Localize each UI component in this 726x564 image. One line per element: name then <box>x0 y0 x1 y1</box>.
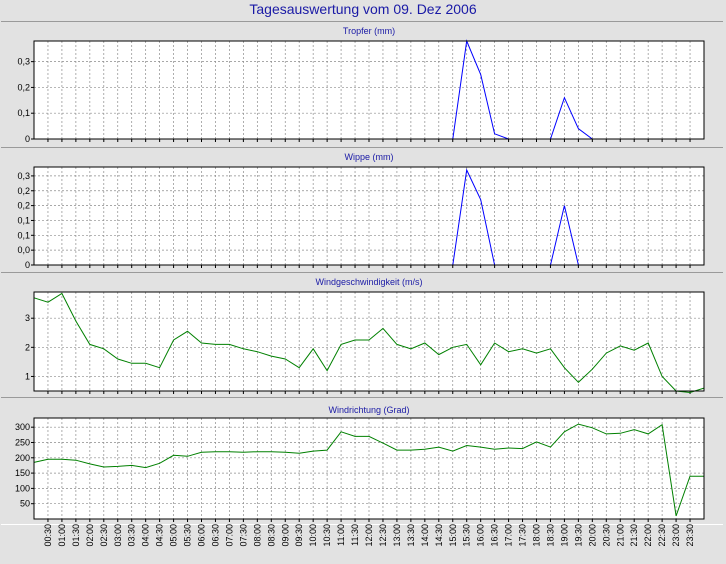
plot-border-tropfer <box>33 40 705 140</box>
panel-title-tropfer: Tropfer (mm) <box>343 26 395 36</box>
y-tick-label-wind-direction: 100 <box>15 483 30 493</box>
plot-border-wind-direction <box>33 417 705 520</box>
x-tick-label: 03:00 <box>113 524 123 547</box>
y-tick-label-wind-direction: 50 <box>20 499 30 509</box>
x-tick-label: 13:00 <box>392 524 402 547</box>
x-tick-label: 23:30 <box>685 524 695 547</box>
x-tick-label: 08:30 <box>266 524 276 547</box>
y-tick-label-wippe: 0,2 <box>17 201 30 211</box>
x-tick-label: 16:00 <box>476 524 486 547</box>
y-tick-label-wippe: 0,2 <box>17 186 30 196</box>
y-tick-label-wippe: 0 <box>25 260 30 270</box>
plot-border-wind-speed <box>33 291 705 392</box>
plot-border-wippe <box>33 166 705 266</box>
x-tick-label: 00:30 <box>43 524 53 547</box>
y-tick-label-wippe: 0,1 <box>17 230 30 240</box>
x-tick-label: 23:00 <box>671 524 681 547</box>
x-tick-label: 04:30 <box>155 524 165 547</box>
y-tick-label-wippe: 0,3 <box>17 171 30 181</box>
y-tick-label-wind-direction: 150 <box>15 468 30 478</box>
x-tick-label: 14:30 <box>434 524 444 547</box>
x-tick-label: 10:30 <box>322 524 332 547</box>
x-tick-label: 19:30 <box>573 524 583 547</box>
x-tick-label: 11:30 <box>350 524 360 546</box>
y-tick-label-wind-direction: 200 <box>15 453 30 463</box>
x-tick-label: 09:00 <box>280 524 290 547</box>
x-tick-label: 16:30 <box>490 524 500 547</box>
x-tick-label: 19:00 <box>559 524 569 547</box>
x-tick-label: 21:00 <box>615 524 625 547</box>
x-tick-label: 22:00 <box>643 524 653 547</box>
x-tick-label: 17:00 <box>504 524 514 547</box>
x-tick-label: 02:00 <box>85 524 95 547</box>
x-tick-label: 12:00 <box>364 524 374 547</box>
x-tick-label: 09:30 <box>294 524 304 547</box>
x-tick-label: 04:00 <box>141 524 151 547</box>
x-tick-label: 01:00 <box>57 524 67 547</box>
x-tick-label: 06:30 <box>211 524 221 547</box>
x-tick-label: 08:00 <box>252 524 262 547</box>
x-tick-label: 07:30 <box>238 524 248 547</box>
y-tick-label-tropfer: 0,1 <box>17 108 30 118</box>
panel-title-wind-direction: Windrichtung (Grad) <box>328 405 409 415</box>
series-line-wind-direction <box>33 423 704 517</box>
x-tick-label: 06:00 <box>197 524 207 547</box>
y-tick-label-tropfer: 0 <box>25 134 30 144</box>
x-tick-label: 02:30 <box>99 524 109 547</box>
x-tick-label: 11:00 <box>336 524 346 546</box>
y-tick-label-wind-direction: 250 <box>15 437 30 447</box>
y-tick-label-wind-speed: 1 <box>25 371 30 381</box>
x-tick-label: 15:00 <box>448 524 458 547</box>
series-line-wind-speed <box>33 292 705 394</box>
y-tick-label-wind-direction: 300 <box>15 422 30 432</box>
x-tick-label: 18:30 <box>546 524 556 547</box>
x-tick-label: 17:30 <box>518 524 528 547</box>
panel-title-wippe: Wippe (mm) <box>345 152 394 162</box>
panel-title-wind-speed: Windgeschwindigkeit (m/s) <box>315 277 422 287</box>
y-tick-label-wippe: 0,0 <box>17 245 30 255</box>
x-tick-label: 12:30 <box>378 524 388 547</box>
y-tick-label-wind-speed: 3 <box>25 313 30 323</box>
x-tick-label: 03:30 <box>127 524 137 547</box>
x-tick-label: 20:00 <box>587 524 597 547</box>
x-tick-label: 01:30 <box>71 524 81 547</box>
y-tick-label-wippe: 0,1 <box>17 215 30 225</box>
x-tick-label: 15:30 <box>462 524 472 547</box>
x-tick-label: 07:00 <box>224 524 234 547</box>
panel-frame-wind-direction <box>1 397 723 525</box>
y-tick-label-tropfer: 0,3 <box>17 57 30 67</box>
x-tick-label: 22:30 <box>657 524 667 547</box>
x-tick-label: 18:00 <box>532 524 542 547</box>
y-tick-label-tropfer: 0,2 <box>17 82 30 92</box>
x-tick-label: 13:30 <box>406 524 416 547</box>
x-tick-label: 05:30 <box>183 524 193 547</box>
x-tick-label: 14:00 <box>420 524 430 547</box>
page-title: Tagesauswertung vom 09. Dez 2006 <box>249 1 477 17</box>
x-tick-label: 05:00 <box>169 524 179 547</box>
x-tick-label: 10:00 <box>308 524 318 547</box>
x-tick-label: 20:30 <box>601 524 611 547</box>
x-tick-label: 21:30 <box>629 524 639 547</box>
y-tick-label-wind-speed: 2 <box>25 342 30 352</box>
